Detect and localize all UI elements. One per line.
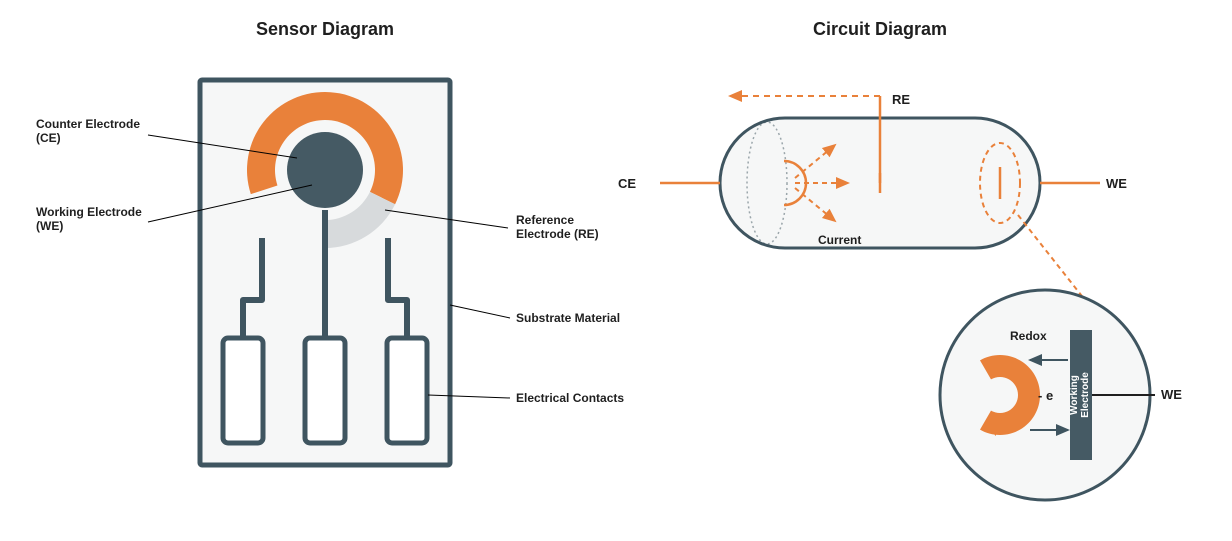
label-we: Working Electrode(WE): [36, 205, 142, 233]
label-ce: Counter Electrode(CE): [36, 117, 140, 145]
label-re-lead: RE: [892, 92, 910, 107]
contact-pad-3: [387, 338, 427, 443]
contact-pad-1: [223, 338, 263, 443]
detail-leader: [1018, 215, 1085, 300]
leader-substrate: [450, 305, 510, 318]
contact-pad-2: [305, 338, 345, 443]
label-minus-e: - e: [1038, 388, 1053, 403]
label-we-lead: WE: [1106, 176, 1127, 191]
working-electrode-disc: [287, 132, 363, 208]
label-substrate: Substrate Material: [516, 311, 620, 325]
label-contacts: Electrical Contacts: [516, 391, 624, 405]
label-ce-lead: CE: [618, 176, 636, 191]
detail-we-rect-label: WorkingElectrode: [1069, 372, 1091, 418]
sensor-title: Sensor Diagram: [256, 19, 394, 39]
diagram-canvas: Sensor Diagram Circuit Diagram Counter Ele…: [0, 0, 1232, 541]
label-current: Current: [818, 233, 861, 247]
circuit-title: Circuit Diagram: [813, 19, 947, 39]
label-redox: Redox: [1010, 329, 1047, 343]
detail-label-we: WE: [1161, 387, 1182, 402]
label-re: ReferenceElectrode (RE): [516, 213, 599, 241]
